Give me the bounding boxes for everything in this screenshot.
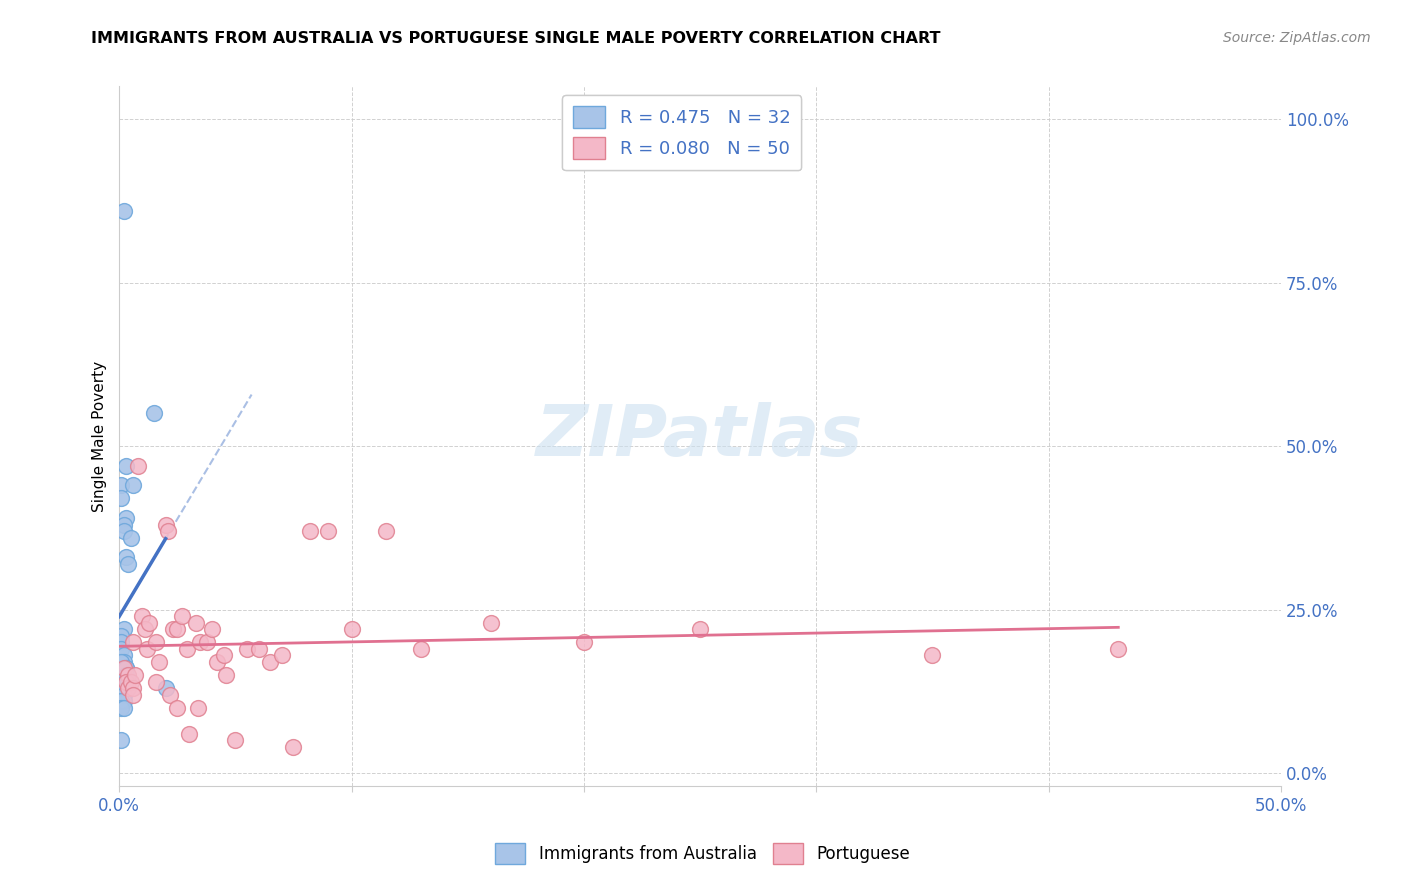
- Point: [115, 511, 138, 525]
- Point: [131, 609, 153, 624]
- Point: [572, 635, 595, 649]
- Point: [166, 700, 188, 714]
- Point: [120, 531, 142, 545]
- Point: [110, 700, 132, 714]
- Point: [110, 635, 132, 649]
- Point: [236, 641, 259, 656]
- Point: [1107, 641, 1129, 656]
- Point: [148, 655, 170, 669]
- Point: [184, 615, 207, 630]
- Point: [122, 681, 145, 695]
- Point: [112, 622, 135, 636]
- Point: [112, 661, 135, 675]
- Point: [177, 727, 200, 741]
- Point: [110, 681, 132, 695]
- Point: [155, 681, 177, 695]
- Point: [110, 641, 132, 656]
- Point: [115, 674, 138, 689]
- Point: [115, 661, 138, 675]
- Point: [112, 688, 135, 702]
- Legend: Immigrants from Australia, Portuguese: Immigrants from Australia, Portuguese: [489, 837, 917, 871]
- Point: [122, 478, 145, 492]
- Point: [127, 458, 149, 473]
- Point: [215, 668, 238, 682]
- Point: [112, 700, 135, 714]
- Point: [122, 688, 145, 702]
- Point: [224, 733, 246, 747]
- Point: [115, 674, 138, 689]
- Text: ZIPatlas: ZIPatlas: [536, 401, 863, 471]
- Point: [247, 641, 270, 656]
- Point: [112, 524, 135, 538]
- Point: [145, 674, 167, 689]
- Y-axis label: Single Male Poverty: Single Male Poverty: [93, 360, 107, 512]
- Point: [124, 668, 146, 682]
- Point: [212, 648, 235, 663]
- Point: [110, 491, 132, 506]
- Point: [176, 641, 198, 656]
- Point: [689, 622, 711, 636]
- Point: [162, 622, 184, 636]
- Point: [115, 458, 138, 473]
- Point: [340, 622, 363, 636]
- Text: Source: ZipAtlas.com: Source: ZipAtlas.com: [1223, 31, 1371, 45]
- Point: [136, 641, 159, 656]
- Point: [112, 655, 135, 669]
- Point: [134, 622, 156, 636]
- Point: [155, 517, 177, 532]
- Point: [115, 550, 138, 565]
- Point: [170, 609, 193, 624]
- Point: [159, 688, 181, 702]
- Legend: R = 0.475   N = 32, R = 0.080   N = 50: R = 0.475 N = 32, R = 0.080 N = 50: [562, 95, 801, 170]
- Point: [110, 694, 132, 708]
- Point: [110, 478, 132, 492]
- Point: [112, 203, 135, 218]
- Point: [156, 524, 179, 538]
- Point: [117, 668, 139, 682]
- Point: [190, 635, 212, 649]
- Point: [259, 655, 281, 669]
- Point: [166, 622, 188, 636]
- Point: [110, 629, 132, 643]
- Point: [270, 648, 292, 663]
- Point: [283, 739, 305, 754]
- Point: [112, 648, 135, 663]
- Point: [117, 681, 139, 695]
- Point: [187, 700, 209, 714]
- Point: [479, 615, 502, 630]
- Point: [138, 615, 160, 630]
- Point: [117, 557, 139, 571]
- Point: [117, 674, 139, 689]
- Point: [375, 524, 398, 538]
- Point: [112, 694, 135, 708]
- Point: [145, 635, 167, 649]
- Point: [110, 655, 132, 669]
- Point: [110, 733, 132, 747]
- Point: [120, 674, 142, 689]
- Point: [921, 648, 943, 663]
- Point: [115, 668, 138, 682]
- Point: [298, 524, 321, 538]
- Point: [115, 661, 138, 675]
- Point: [122, 635, 145, 649]
- Point: [201, 622, 224, 636]
- Point: [316, 524, 339, 538]
- Point: [205, 655, 228, 669]
- Point: [411, 641, 433, 656]
- Point: [112, 517, 135, 532]
- Point: [197, 635, 219, 649]
- Text: IMMIGRANTS FROM AUSTRALIA VS PORTUGUESE SINGLE MALE POVERTY CORRELATION CHART: IMMIGRANTS FROM AUSTRALIA VS PORTUGUESE …: [91, 31, 941, 46]
- Point: [143, 406, 166, 420]
